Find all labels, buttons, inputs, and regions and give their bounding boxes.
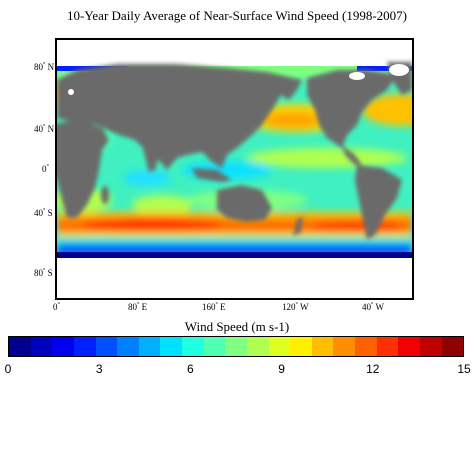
- map-canvas: [57, 40, 412, 298]
- ice-caps: [68, 64, 409, 95]
- colorbar-swatch: [246, 337, 269, 356]
- colorbar-swatch: [419, 337, 442, 356]
- colorbar-swatch: [30, 337, 53, 356]
- colorbar-swatch: [9, 337, 31, 356]
- lat-label-40n: 40° N: [34, 124, 55, 134]
- colorbar-swatch: [203, 337, 226, 356]
- lat-label-0: 0°: [42, 164, 49, 174]
- lon-label-80e: 80° E: [128, 302, 148, 312]
- map-title: 10-Year Daily Average of Near-Surface Wi…: [67, 8, 407, 23]
- colorbar-tick-label: 9: [278, 362, 285, 376]
- colorbar-swatch: [333, 337, 355, 356]
- colorbar-swatch: [138, 337, 161, 356]
- colorbar-swatch: [290, 337, 312, 356]
- lat-label-40s: 40° S: [34, 208, 53, 218]
- colorbar: [8, 336, 464, 357]
- lat-label-80n: 80° N: [34, 62, 55, 72]
- colorbar-swatch: [160, 337, 182, 356]
- colorbar-swatch: [398, 337, 420, 356]
- polar-ice: [57, 40, 412, 298]
- colorbar-tick-label: 15: [457, 362, 471, 376]
- landmass-south-america: [355, 165, 402, 240]
- colorbar-label: Wind Speed (m s-1): [184, 319, 290, 334]
- landmass-north-america: [307, 70, 397, 148]
- lon-label-160e: 160° E: [202, 302, 226, 312]
- colorbar-swatch: [182, 337, 204, 356]
- colorbar-swatch: [311, 337, 334, 356]
- colorbar-swatch: [73, 337, 96, 356]
- lat-label-80s: 80° S: [34, 268, 53, 278]
- colorbar-swatch: [117, 337, 139, 356]
- colorbar-swatch: [95, 337, 118, 356]
- colorbar-tick-label: 3: [95, 362, 103, 376]
- land-masses: [57, 62, 412, 240]
- lon-label-120w: 120° W: [282, 302, 309, 312]
- landmass-australia: [217, 185, 272, 222]
- colorbar-swatch: [52, 337, 74, 356]
- colorbar-tick-label: 12: [366, 362, 380, 376]
- colorbar-tick-label: 0: [4, 362, 12, 376]
- wind-speed-map: [55, 38, 414, 300]
- lon-label-0: 0°: [53, 302, 60, 312]
- colorbar-swatch: [355, 337, 377, 356]
- colorbar-swatch: [225, 337, 247, 356]
- colorbar-swatch: [376, 337, 399, 356]
- colorbar-swatch: [441, 337, 464, 356]
- landmass-eurasia: [57, 64, 302, 170]
- colorbar-tick-label: 6: [187, 362, 194, 376]
- colorbar-swatch: [268, 337, 291, 356]
- lon-label-40w: 40° W: [362, 302, 384, 312]
- landmass-africa: [57, 120, 109, 218]
